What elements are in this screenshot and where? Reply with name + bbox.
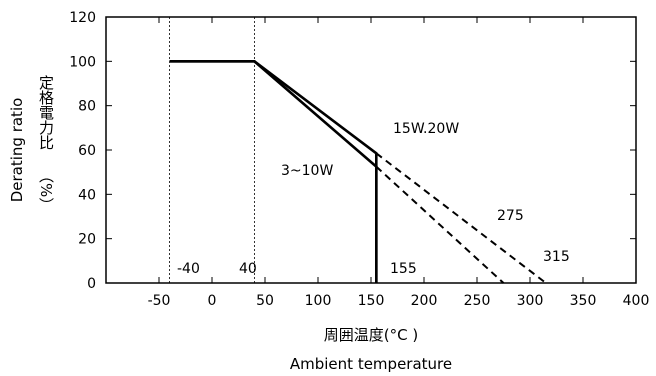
x-tick-label: 250 xyxy=(464,293,491,309)
annotation-15w-20w: 15W.20W xyxy=(393,121,459,137)
annotation-minus40: -40 xyxy=(177,261,200,277)
y-axis-unit: （%） xyxy=(37,168,55,212)
series-line-0 xyxy=(169,60,378,283)
series-extrapolation-1 xyxy=(375,165,505,284)
annotation-40: 40 xyxy=(239,261,257,277)
y-tick-label: 0 xyxy=(87,276,96,292)
x-tick-label: 0 xyxy=(208,293,217,309)
x-tick-label: 400 xyxy=(623,293,650,309)
y-axis-label-en: Derating ratio xyxy=(8,98,26,203)
x-tick-label: 300 xyxy=(517,293,544,309)
y-tick-label: 40 xyxy=(78,187,96,203)
annotation-275: 275 xyxy=(497,208,524,224)
x-axis-label-ja: 周囲温度(°C ) xyxy=(324,326,418,344)
x-tick-label: 100 xyxy=(305,293,332,309)
x-axis-label-en: Ambient temperature xyxy=(290,355,452,373)
x-tick-label: -50 xyxy=(148,293,171,309)
x-tick-label: 200 xyxy=(411,293,438,309)
x-tick-label: 350 xyxy=(570,293,597,309)
x-tick-label: 150 xyxy=(358,293,385,309)
y-tick-label: 20 xyxy=(78,232,96,248)
y-tick-label: 100 xyxy=(69,54,96,70)
y-tick-label: 60 xyxy=(78,143,96,159)
y-tick-label: 80 xyxy=(78,99,96,115)
series-line-1 xyxy=(169,60,378,283)
annotation-155: 155 xyxy=(390,261,417,277)
x-tick-label: 50 xyxy=(256,293,274,309)
y-tick-label: 120 xyxy=(69,10,96,26)
annotation-3-10w: 3~10W xyxy=(281,163,333,179)
annotation-315: 315 xyxy=(543,249,570,265)
y-axis-label-ja: 定格電力比 xyxy=(37,75,55,150)
